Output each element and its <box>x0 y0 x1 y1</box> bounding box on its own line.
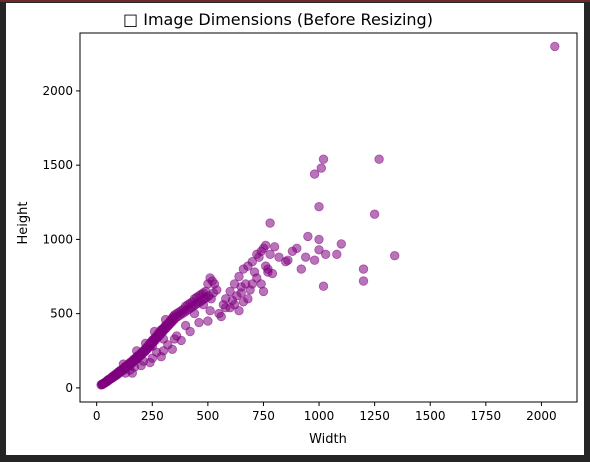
figure-canvas: □ Image Dimensions (Before Resizing) 0 25… <box>6 3 584 455</box>
data-point <box>390 250 400 261</box>
data-point <box>194 317 204 328</box>
x-tick-label: 250 <box>141 409 164 423</box>
data-point <box>189 308 200 319</box>
data-point <box>160 314 171 325</box>
data-point <box>303 231 313 242</box>
data-point <box>292 243 302 254</box>
data-point <box>374 154 384 164</box>
y-tick-label: 500 <box>50 307 73 321</box>
data-point <box>212 285 222 295</box>
data-point <box>243 294 253 304</box>
data-point <box>118 359 129 369</box>
plot-area: 0 250 500 750 1000 1250 1500 1750 2000 0 500 1000 15… <box>42 32 578 423</box>
data-point <box>309 255 320 265</box>
data-point <box>256 279 266 289</box>
data-point <box>358 264 369 274</box>
data-point <box>301 252 311 262</box>
data-point <box>274 252 284 262</box>
data-point <box>309 169 320 179</box>
plot-frame <box>79 32 578 403</box>
data-point <box>358 276 369 286</box>
data-point <box>163 340 173 350</box>
chart-title: □ Image Dimensions (Before Resizing) <box>123 10 433 29</box>
x-tick-label: 1250 <box>359 409 390 423</box>
data-point <box>265 218 275 228</box>
data-point <box>138 356 149 366</box>
x-axis-label: Width <box>309 432 347 447</box>
data-point <box>120 368 131 378</box>
x-tick-label: 0 <box>93 409 101 423</box>
data-point <box>314 234 324 245</box>
data-point <box>129 362 140 372</box>
data-point <box>369 209 380 219</box>
data-point <box>220 303 231 313</box>
data-point <box>151 347 162 358</box>
x-tick-label: 1750 <box>471 409 502 423</box>
data-point <box>203 316 213 326</box>
data-point <box>214 308 224 319</box>
y-axis-label: Height <box>16 202 31 245</box>
y-tick-label: 1000 <box>42 232 73 246</box>
data-point <box>267 268 278 279</box>
data-point <box>321 249 331 260</box>
x-tick-label: 1000 <box>304 409 335 423</box>
y-tick-label: 0 <box>65 381 73 395</box>
data-point <box>236 282 246 292</box>
x-tick-label: 2000 <box>526 409 557 423</box>
data-point <box>227 295 238 306</box>
data-point <box>332 249 342 260</box>
data-point <box>318 281 329 291</box>
data-point <box>314 245 324 255</box>
data-point <box>205 306 215 316</box>
scatter-chart: □ Image Dimensions (Before Resizing) 0 25… <box>16 10 578 447</box>
data-point <box>180 320 191 331</box>
y-tick-label: 2000 <box>42 84 73 98</box>
x-tick-label: 750 <box>252 409 275 423</box>
data-point <box>283 255 293 265</box>
data-point <box>550 41 560 52</box>
x-tick-label: 1500 <box>415 409 446 423</box>
cell-top-border <box>0 0 590 2</box>
data-point <box>261 240 271 251</box>
data-point <box>269 242 280 252</box>
data-point <box>198 300 209 310</box>
data-point <box>316 163 327 173</box>
data-point <box>247 257 258 267</box>
x-tick-label: 500 <box>196 409 219 423</box>
data-point <box>318 154 329 164</box>
data-point <box>149 326 160 337</box>
data-point <box>234 306 244 316</box>
data-point <box>336 239 347 249</box>
data-point <box>171 331 182 341</box>
data-point <box>296 264 307 274</box>
y-tick-label: 1500 <box>42 158 73 172</box>
data-point <box>314 201 324 212</box>
data-point <box>234 271 244 282</box>
data-point <box>225 286 235 297</box>
data-point <box>265 249 275 260</box>
